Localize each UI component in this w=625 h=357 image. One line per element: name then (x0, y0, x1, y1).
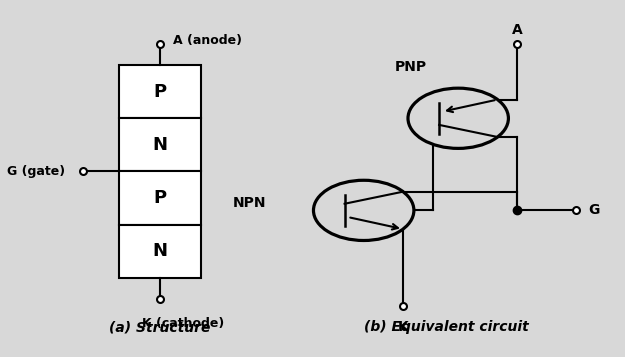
Text: NPN: NPN (232, 196, 266, 210)
Text: P: P (153, 189, 166, 207)
Text: P: P (153, 83, 166, 101)
Text: PNP: PNP (395, 60, 427, 74)
Circle shape (408, 88, 508, 149)
Text: G: G (588, 203, 599, 217)
Text: G (gate): G (gate) (8, 165, 66, 178)
Text: (a) Structure: (a) Structure (109, 320, 211, 335)
Text: K: K (398, 320, 408, 334)
Polygon shape (119, 225, 201, 278)
Polygon shape (119, 65, 201, 118)
Text: N: N (152, 136, 168, 154)
Polygon shape (119, 171, 201, 225)
Polygon shape (119, 118, 201, 171)
Text: N: N (152, 242, 168, 260)
Text: (b) Equivalent circuit: (b) Equivalent circuit (364, 320, 529, 335)
Text: A (anode): A (anode) (173, 34, 242, 47)
Text: K (cathode): K (cathode) (142, 317, 224, 330)
Text: A: A (512, 23, 522, 37)
Circle shape (314, 180, 414, 241)
